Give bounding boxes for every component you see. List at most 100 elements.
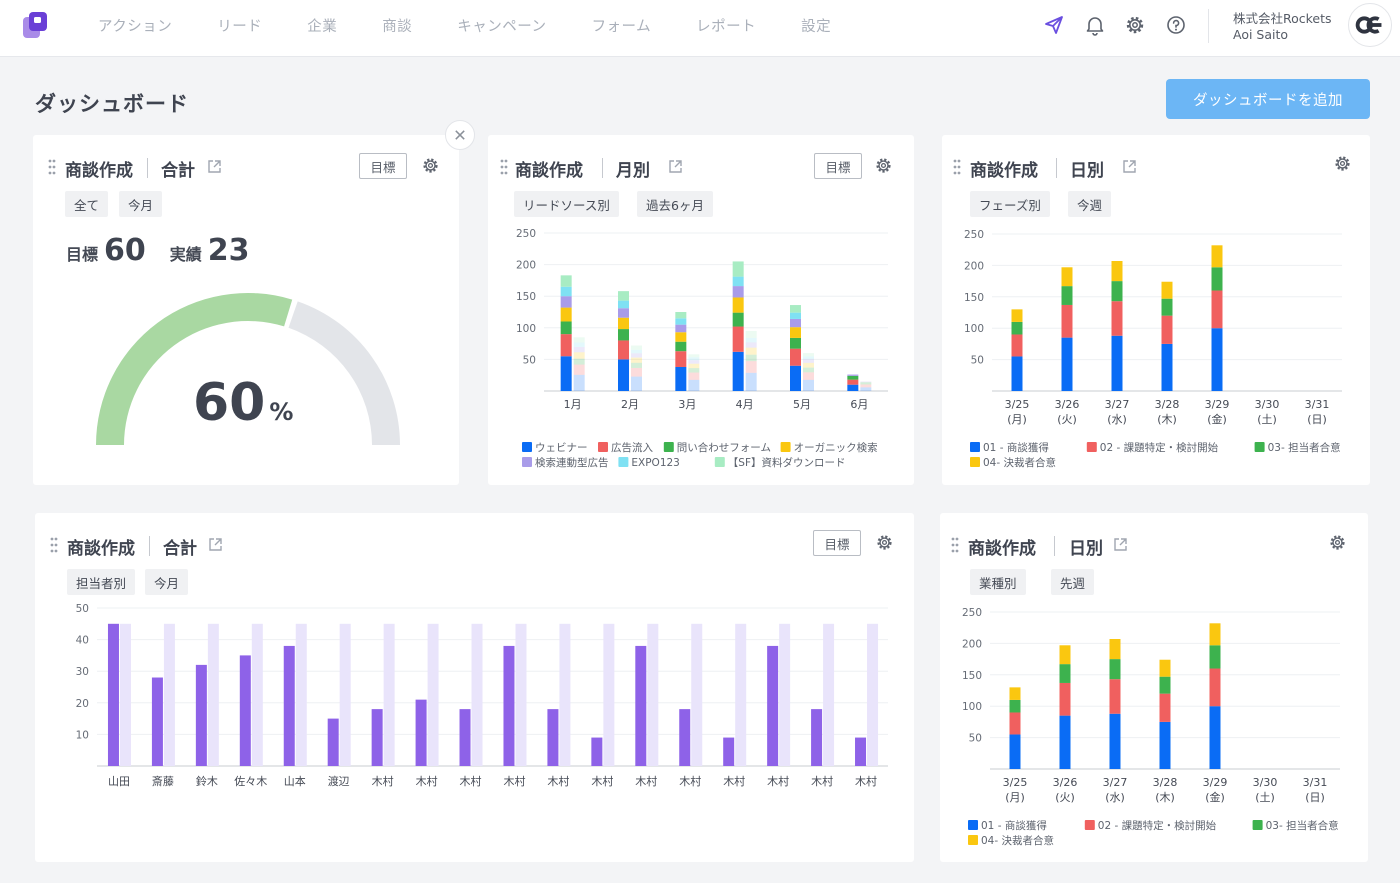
goal-button[interactable]: 目標 (814, 153, 862, 179)
drag-handle-icon[interactable] (953, 159, 961, 175)
filter-chip-grouping[interactable]: 業種別 (970, 569, 1026, 595)
external-link-icon[interactable] (668, 159, 683, 174)
gear-icon[interactable] (874, 156, 893, 175)
external-link-icon[interactable] (207, 159, 222, 174)
x-tick-label: 3/29 (1203, 776, 1228, 789)
help-icon[interactable] (1165, 14, 1187, 36)
bar-segment (790, 305, 801, 313)
nav-campaign[interactable]: キャンペーン (457, 18, 547, 35)
x-tick-label: 3/26 (1053, 776, 1078, 789)
bar-segment (1161, 281, 1173, 299)
bar-segment (618, 340, 629, 360)
filter-chip-period[interactable]: 今週 (1068, 191, 1112, 217)
drag-handle-icon[interactable] (50, 537, 58, 553)
gear-icon[interactable] (421, 156, 440, 175)
x-tick-label: 木村 (416, 774, 438, 788)
filter-chip-period[interactable]: 今月 (119, 191, 163, 217)
target-bar (779, 623, 791, 766)
legend-swatch (970, 457, 980, 467)
x-tick-label: 3/30 (1255, 398, 1280, 411)
bar-segment (790, 318, 801, 328)
gear-icon[interactable] (1333, 154, 1352, 173)
x-tick-label: 3月 (678, 398, 696, 411)
target-bar (207, 623, 219, 766)
bar-segment (618, 359, 629, 391)
x-tick-label: 3/29 (1205, 398, 1230, 411)
bar-segment (560, 296, 572, 308)
nav-action[interactable]: アクション (98, 18, 173, 35)
bar-segment (1159, 693, 1171, 722)
filter-chip-all[interactable]: 全て (65, 191, 109, 217)
target-value: 60 (104, 233, 146, 268)
gear-icon[interactable] (875, 533, 894, 552)
actual-bar (415, 699, 427, 766)
bar-segment (732, 312, 744, 327)
bar-segment (1109, 659, 1121, 680)
filter-chip-period[interactable]: 今月 (145, 569, 189, 595)
x-tick-label: 木村 (591, 774, 613, 788)
drag-handle-icon[interactable] (500, 159, 508, 175)
bar-segment (1111, 261, 1123, 282)
target-bar-segment (688, 363, 700, 369)
filter-chip-grouping[interactable]: フェーズ別 (970, 191, 1050, 217)
bell-icon[interactable] (1084, 14, 1106, 36)
drag-handle-icon[interactable] (48, 159, 56, 175)
nav-company[interactable]: 企業 (307, 18, 338, 35)
avatar[interactable] (1348, 3, 1392, 47)
x-tick-label: (木) (1157, 413, 1177, 426)
actual-bar (371, 709, 383, 766)
target-bar (383, 623, 395, 766)
filter-chip-grouping[interactable]: 担当者別 (67, 569, 136, 595)
bar-segment (1211, 245, 1223, 268)
drag-handle-icon[interactable] (951, 537, 959, 553)
legend-swatch (780, 442, 791, 452)
goal-button[interactable]: 目標 (359, 153, 407, 179)
nav-lead[interactable]: リード (217, 18, 263, 35)
bar-segment (1009, 699, 1021, 713)
bar-segment (618, 308, 629, 318)
legend-swatch (970, 442, 980, 452)
nav-form[interactable]: フォーム (591, 18, 652, 35)
legend-label: EXPO123 (631, 457, 679, 469)
bar-segment (847, 374, 859, 376)
x-tick-label: 鈴木 (196, 774, 218, 788)
add-dashboard-button[interactable]: ダッシュボードを追加 (1166, 79, 1370, 119)
paper-plane-icon[interactable] (1043, 14, 1065, 36)
gauge-remaining-arc (288, 301, 400, 445)
bar-segment (1009, 734, 1021, 769)
x-tick-label: 4月 (736, 398, 754, 411)
x-tick-label: (水) (1105, 791, 1125, 804)
nav-deal[interactable]: 商談 (382, 18, 413, 35)
actual-bar (767, 645, 779, 766)
nav-settings[interactable]: 設定 (801, 18, 832, 35)
bar-segment (1161, 298, 1173, 316)
x-tick-label: 3/27 (1105, 398, 1130, 411)
target-bar-segment (745, 347, 757, 355)
x-tick-label: 木村 (372, 774, 394, 788)
bar-segment (847, 379, 859, 385)
external-link-icon[interactable] (1113, 537, 1128, 552)
target-bar-segment (688, 357, 700, 361)
app-logo-icon[interactable] (22, 11, 48, 39)
target-bar-segment (631, 349, 642, 354)
company-name: 株式会社Rockets (1233, 11, 1332, 26)
external-link-icon[interactable] (1122, 159, 1137, 174)
goal-button[interactable]: 目標 (813, 530, 861, 556)
close-icon[interactable] (445, 120, 475, 150)
filter-chip-period[interactable]: 先週 (1051, 569, 1095, 595)
x-tick-label: 木村 (679, 774, 701, 788)
gear-icon[interactable] (1124, 14, 1146, 36)
external-link-icon[interactable] (208, 537, 223, 552)
x-tick-label: (木) (1155, 791, 1175, 804)
filter-chip-period[interactable]: 過去6ヶ月 (637, 191, 713, 217)
gear-icon[interactable] (1328, 533, 1347, 552)
x-tick-label: 3/28 (1153, 776, 1178, 789)
filter-chip-grouping[interactable]: リードソース別 (514, 191, 619, 217)
x-tick-label: (月) (1005, 791, 1025, 804)
nav-report[interactable]: レポート (696, 18, 757, 35)
widget-title: 商談作成 (968, 539, 1036, 559)
y-tick-label: 100 (516, 323, 536, 335)
y-tick-label: 40 (76, 635, 89, 647)
top-navigation-bar: アクション リード 企業 商談 キャンペーン フォーム レポート 設定 株式会社… (0, 0, 1400, 57)
title-separator (1054, 536, 1055, 556)
